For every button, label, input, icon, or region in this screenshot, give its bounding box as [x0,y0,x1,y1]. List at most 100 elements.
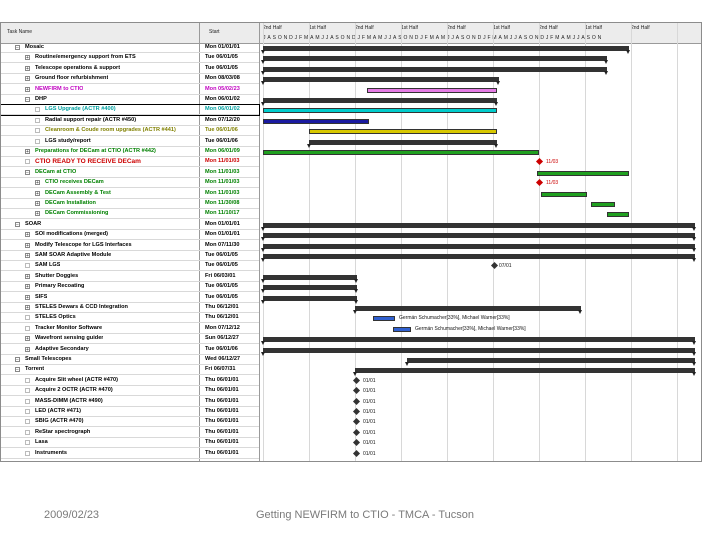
collapse-toggle[interactable]: − [25,169,30,176]
table-chart-divider[interactable] [259,23,260,461]
task-row[interactable]: + SAM SOAR Adaptive Module Tue 06/01/05 [1,251,259,261]
task-row[interactable]: Acquire Slit wheel (ACTR #470) Thu 06/01/… [1,376,259,386]
task-row[interactable]: Instruments Thu 06/01/01 [1,449,259,459]
telescope-ops-summary-bar[interactable] [263,66,607,72]
expand-toggle[interactable]: + [25,65,30,72]
soar-summary-bar[interactable] [263,222,695,228]
task-row[interactable]: + NEWFIRM to CTIO Mon 05/02/23 [1,85,259,95]
collapse-toggle[interactable]: − [15,45,20,51]
decam-at-ctio-summary-bar[interactable] [537,170,629,176]
task-row[interactable]: Acquire 2 OCTR (ACTR #470) Thu 06/01/01 [1,386,259,397]
task-row[interactable]: + CTIO receives DECam Mon 11/01/03 [1,178,259,189]
expand-toggle[interactable]: + [25,273,30,280]
shutter-doggies-bar[interactable] [263,274,357,280]
steles-dewars-bar[interactable] [355,306,581,311]
expand-toggle[interactable]: + [35,211,40,218]
decam-installation-bar[interactable] [591,202,615,207]
bar-label: Germán Schumacher[33%], Michael Warner[3… [415,325,526,332]
task-row[interactable]: + STELES Dewars & CCD Integration Thu 06/1… [1,303,259,313]
task-row[interactable]: + SOI modifications (merged) Mon 01/01/01 [1,230,259,241]
torrent-summary-bar[interactable] [355,368,695,374]
task-row[interactable]: + Adaptive Secondary Tue 06/01/06 [1,345,259,355]
task-row[interactable]: + Modify Telescope for LGS Interfaces Mon … [1,241,259,251]
task-row[interactable]: − Mosaic Mon 01/01/01 [1,43,259,53]
ground-floor-summary-bar[interactable] [263,77,499,83]
name-start-divider[interactable] [199,23,200,461]
expand-toggle[interactable]: + [25,86,30,93]
task-row[interactable]: Radial support repair (ACTR #450) Mon 07/… [1,116,259,126]
tracker-monitor-bar[interactable] [393,326,411,332]
expand-toggle[interactable]: + [35,180,40,187]
task-row[interactable]: Lasa Thu 06/01/01 [1,438,259,449]
task-row[interactable]: − DECam at CTIO Mon 11/01/03 [1,168,259,178]
modify-telescope-bar[interactable] [263,243,695,249]
expand-toggle[interactable]: + [25,242,30,249]
expand-toggle[interactable]: + [25,253,30,259]
decam-assembly-bar[interactable] [541,191,587,197]
task-row[interactable]: SAM LGS Tue 06/01/05 [1,261,259,272]
expand-toggle[interactable]: + [25,294,30,301]
lgs-study-bar[interactable] [309,139,497,145]
cleanroom-bar[interactable] [309,129,497,135]
milestone-diamond[interactable] [535,179,544,187]
collapse-toggle[interactable]: − [25,97,30,103]
task-row[interactable]: LED (ACTR #471) Thu 06/01/01 [1,407,259,417]
task-row[interactable]: + Routine/emergency support from ETS Tue 0… [1,53,259,64]
expand-toggle[interactable]: + [25,149,30,155]
soi-modifications-bar[interactable] [263,233,695,239]
adaptive-secondary-bar[interactable] [263,347,695,353]
expand-toggle[interactable]: + [25,346,30,353]
expand-toggle[interactable]: + [25,336,30,343]
collapse-toggle[interactable]: − [15,357,20,363]
dhp-summary-bar[interactable] [263,98,497,103]
task-row[interactable]: ReStar spectrograph Thu 06/01/01 [1,428,259,438]
newfirm-bar[interactable] [367,87,497,93]
sifs-bar[interactable] [263,295,357,301]
decam-commissioning-bar[interactable] [607,212,629,218]
expand-toggle[interactable]: + [25,55,30,62]
mosaic-summary-bar[interactable] [263,46,629,51]
collapse-toggle[interactable]: − [15,221,20,228]
decam-prep-bar[interactable] [263,150,539,155]
task-row[interactable]: LGS study/report Tue 06/01/06 [1,137,259,147]
task-row[interactable]: + SIFS Tue 06/01/05 [1,293,259,303]
task-row[interactable]: + DECam Assembly & Test Mon 11/01/03 [1,189,259,199]
sam-summary-bar[interactable] [263,254,695,259]
task-row[interactable]: + Shutter Doggies Fri 06/03/01 [1,272,259,282]
ets-support-summary-bar[interactable] [263,56,607,62]
task-row[interactable]: + Ground floor refurbishment Mon 08/03/08 [1,74,259,85]
task-row[interactable]: − SOAR Mon 01/01/01 [1,220,259,230]
task-row[interactable]: CTIO READY TO RECEIVE DECam Mon 11/01/03 [1,157,259,168]
collapse-toggle[interactable]: − [15,367,20,374]
task-name: DECam at CTIO [35,168,77,175]
task-row[interactable]: STELES Optics Thu 06/12/01 [1,313,259,324]
expand-toggle[interactable]: + [35,190,40,197]
small-telescopes-bar[interactable] [407,358,695,363]
task-row[interactable]: + Wavefront sensing guider Sun 06/12/27 [1,334,259,345]
task-row[interactable]: Cleanroom & Coude room upgrades (ACTR #4… [1,126,259,137]
task-row[interactable]: − DHP Mon 06/01/02 [1,95,259,105]
task-row[interactable]: + DECam Installation Mon 11/30/08 [1,199,259,209]
radial-support-bar[interactable] [263,118,369,124]
expand-toggle[interactable]: + [25,305,30,311]
expand-toggle[interactable]: + [25,284,30,291]
expand-toggle[interactable]: + [35,201,40,207]
task-row[interactable]: + Preparations for DECam at CTIO (ACTR #4… [1,147,259,157]
task-row[interactable]: LGS Upgrade (ACTR #400) Mon 06/01/02 [1,104,260,117]
task-row[interactable]: − Small Telescopes Wed 06/12/27 [1,355,259,365]
lgs-upgrade-bar[interactable] [263,108,497,114]
task-row[interactable]: SBIG (ACTR #470) Thu 06/01/01 [1,417,259,428]
task-row[interactable]: Tracker Monitor Software Mon 07/12/12 [1,324,259,334]
task-name: Lasa [35,439,48,446]
task-row[interactable]: + DECam Commissioning Mon 11/10/17 [1,209,259,220]
task-row[interactable]: MASS-DIMM (ACTR #490) Thu 06/01/01 [1,397,259,407]
milestone-diamond[interactable] [535,158,544,166]
wavefront-guider-bar[interactable] [263,337,695,343]
expand-toggle[interactable]: + [25,76,30,83]
task-row[interactable]: + Primary Recoating Tue 06/01/05 [1,282,259,293]
primary-recoating-bar[interactable] [263,285,357,291]
task-row[interactable]: + Telescope operations & support Tue 06/01… [1,64,259,74]
task-row[interactable]: − Torrent Fri 06/07/31 [1,365,259,376]
steles-optics-bar[interactable] [373,316,395,322]
expand-toggle[interactable]: + [25,232,30,239]
